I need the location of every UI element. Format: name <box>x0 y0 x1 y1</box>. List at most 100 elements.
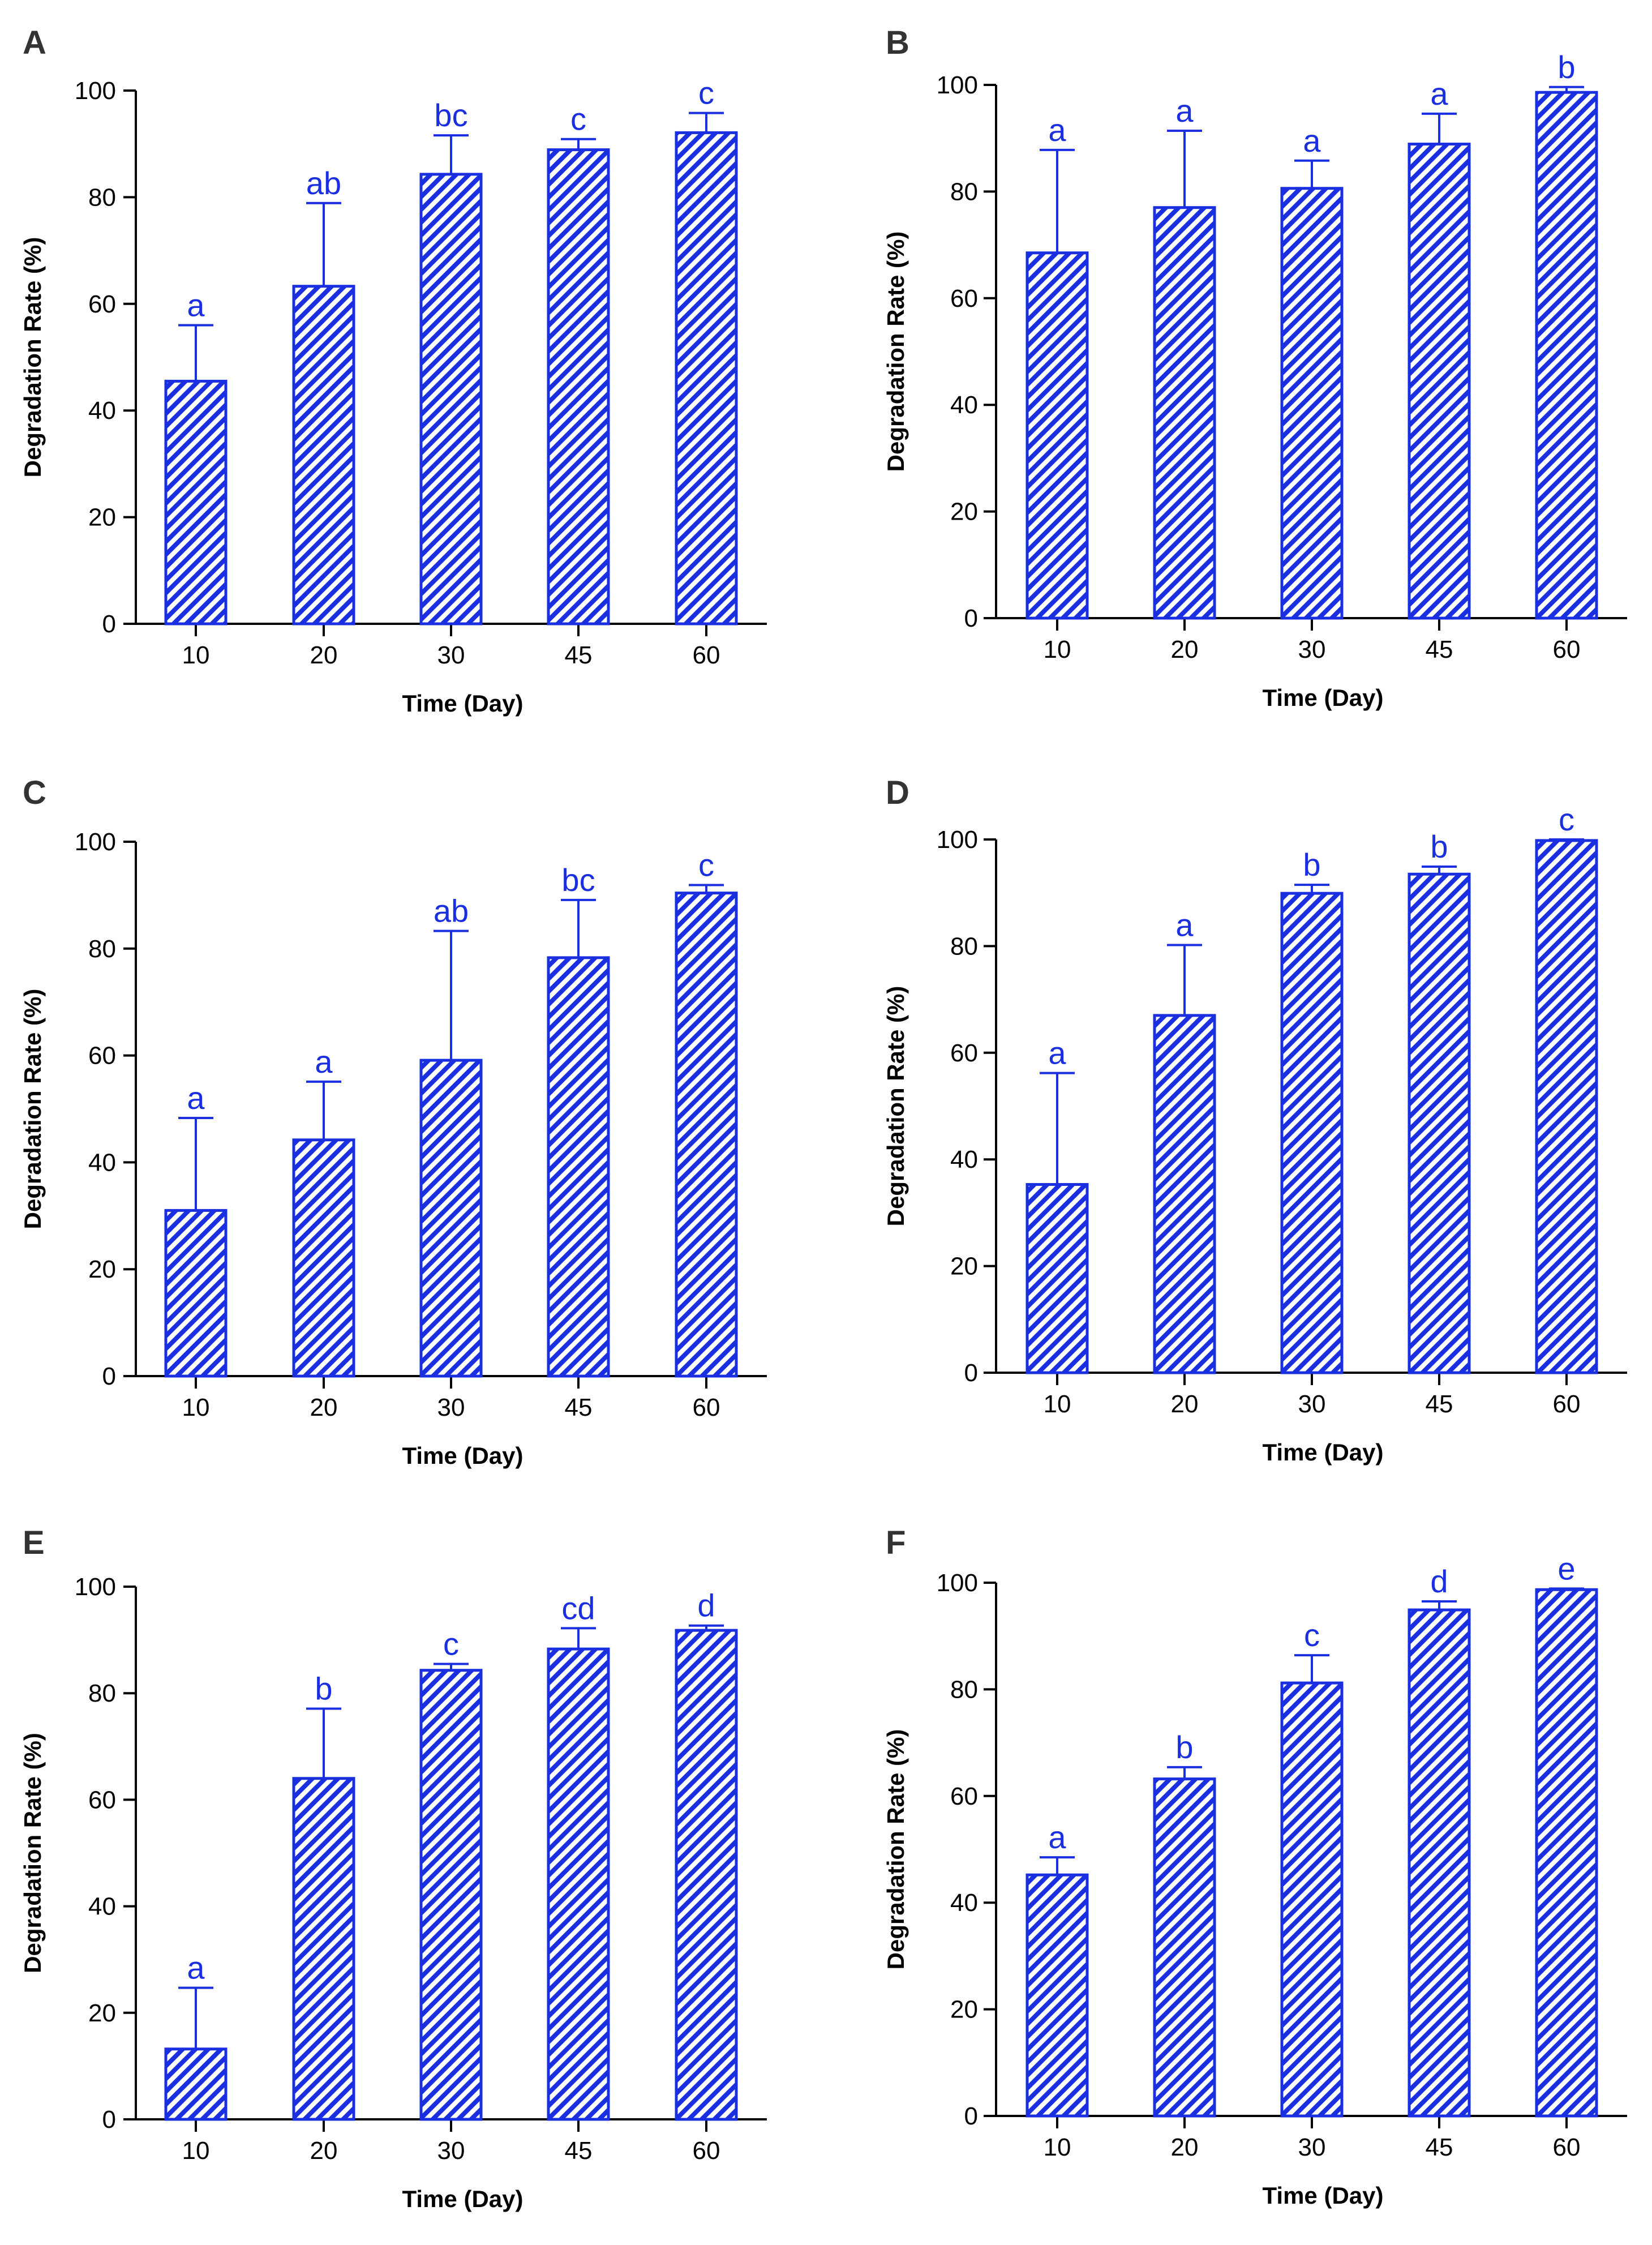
significance-label: a <box>1430 76 1448 112</box>
bar <box>419 1059 483 1378</box>
y-tick-label: 0 <box>964 605 978 632</box>
significance-label: e <box>1557 1550 1575 1586</box>
chart-panel-b: B 0 20 40 60 80 100 Degradation Rate (%) 10 a 20 a 3… <box>882 24 1627 711</box>
y-tick-label: 80 <box>88 935 116 963</box>
significance-label: c <box>570 101 586 137</box>
y-tick-label: 60 <box>88 1786 116 1814</box>
y-axis-title: Degradation Rate (%) <box>882 1729 909 1970</box>
significance-label: a <box>1048 1035 1066 1071</box>
x-tick-label: 20 <box>1171 1390 1199 1418</box>
x-tick-label: 45 <box>1426 636 1453 663</box>
bar <box>1535 1588 1598 2118</box>
y-tick-label: 20 <box>88 1256 116 1283</box>
bar <box>1408 872 1471 1374</box>
y-tick-label: 40 <box>950 1889 978 1917</box>
significance-label: c <box>1304 1617 1320 1653</box>
y-tick-label: 100 <box>937 71 978 99</box>
bar <box>1025 251 1089 620</box>
x-tick-label: 30 <box>437 1394 465 1421</box>
significance-label: c <box>443 1626 459 1661</box>
x-tick-label: 30 <box>1298 636 1326 663</box>
bar <box>1153 1777 1216 2118</box>
y-tick-label: 20 <box>950 1253 978 1280</box>
y-tick-label: 100 <box>937 826 978 854</box>
significance-label: c <box>1559 802 1574 837</box>
y-tick-label: 20 <box>950 498 978 526</box>
bar <box>1408 1608 1471 2118</box>
bar <box>1408 143 1471 620</box>
y-axis-title: Degradation Rate (%) <box>19 989 46 1229</box>
significance-label: a <box>1175 907 1194 943</box>
x-tick-label: 30 <box>437 2137 465 2165</box>
y-tick-label: 40 <box>88 397 116 425</box>
bar <box>292 1138 355 1378</box>
significance-label: a <box>187 1080 205 1116</box>
significance-label: bc <box>561 862 595 898</box>
x-axis-title: Time (Day) <box>402 690 524 717</box>
y-tick-label: 60 <box>950 1783 978 1810</box>
y-axis-title: Degradation Rate (%) <box>19 237 46 478</box>
panel-letter: A <box>23 24 46 61</box>
y-tick-label: 40 <box>950 1146 978 1173</box>
bar <box>675 892 738 1378</box>
y-tick-label: 60 <box>88 1042 116 1070</box>
bar <box>547 1647 610 2121</box>
bar <box>1535 839 1598 1374</box>
bar <box>1280 892 1344 1374</box>
chart-panel-a: A 0 20 40 60 80 100 Degradation Rate (%) 10 a 20 ab… <box>19 24 767 717</box>
x-tick-label: 30 <box>1298 1390 1326 1418</box>
y-tick-label: 20 <box>950 1996 978 2024</box>
x-tick-label: 20 <box>310 641 338 669</box>
significance-label: a <box>315 1044 333 1079</box>
x-tick-label: 10 <box>182 2137 210 2165</box>
x-tick-label: 60 <box>693 2137 720 2165</box>
y-tick-label: 100 <box>937 1569 978 1597</box>
significance-label: d <box>697 1588 715 1623</box>
significance-label: b <box>315 1670 332 1706</box>
y-tick-label: 40 <box>88 1893 116 1921</box>
x-tick-label: 45 <box>565 1394 593 1421</box>
bar <box>292 285 355 625</box>
panel-letter: E <box>23 1524 45 1561</box>
significance-label: c <box>698 75 714 111</box>
bar <box>1280 187 1344 620</box>
bar <box>164 2047 228 2121</box>
bar <box>1280 1681 1344 2118</box>
y-tick-label: 0 <box>102 1363 116 1390</box>
y-tick-label: 60 <box>950 285 978 312</box>
significance-label: cd <box>561 1590 595 1626</box>
panel-letter: D <box>886 774 909 811</box>
y-axis-title: Degradation Rate (%) <box>882 232 909 472</box>
x-tick-label: 10 <box>182 1394 210 1421</box>
x-axis-title: Time (Day) <box>402 1442 524 1469</box>
x-tick-label: 20 <box>310 2137 338 2165</box>
y-tick-label: 0 <box>102 2106 116 2133</box>
significance-label: b <box>1430 829 1448 864</box>
chart-panel-c: C 0 20 40 60 80 100 Degradation Rate (%) 10 a 20 a 3… <box>19 774 767 1469</box>
x-tick-label: 10 <box>182 641 210 669</box>
significance-label: b <box>1557 49 1575 85</box>
significance-label: c <box>698 847 714 882</box>
x-tick-label: 20 <box>310 1394 338 1421</box>
significance-label: ab <box>434 893 469 929</box>
chart-panel-e: E 0 20 40 60 80 100 Degradation Rate (%) 10 a 20 b 3… <box>19 1524 767 2212</box>
significance-label: a <box>1303 123 1321 158</box>
x-axis-title: Time (Day) <box>1263 2182 1384 2209</box>
y-tick-label: 0 <box>964 1359 978 1387</box>
y-tick-label: 100 <box>75 1573 116 1601</box>
y-tick-label: 0 <box>102 610 116 638</box>
panel-letter: C <box>23 774 46 811</box>
significance-label: bc <box>434 97 467 133</box>
x-axis-title: Time (Day) <box>1263 1439 1384 1466</box>
x-tick-label: 45 <box>565 2137 593 2165</box>
significance-label: b <box>1175 1729 1193 1765</box>
bar <box>675 1629 738 2121</box>
y-tick-label: 40 <box>950 391 978 419</box>
significance-label: a <box>187 1950 205 1986</box>
x-tick-label: 30 <box>437 641 465 669</box>
x-axis-title: Time (Day) <box>402 2186 524 2212</box>
y-tick-label: 20 <box>88 1999 116 2027</box>
y-tick-label: 80 <box>88 1680 116 1707</box>
x-tick-label: 45 <box>1426 2133 1453 2161</box>
